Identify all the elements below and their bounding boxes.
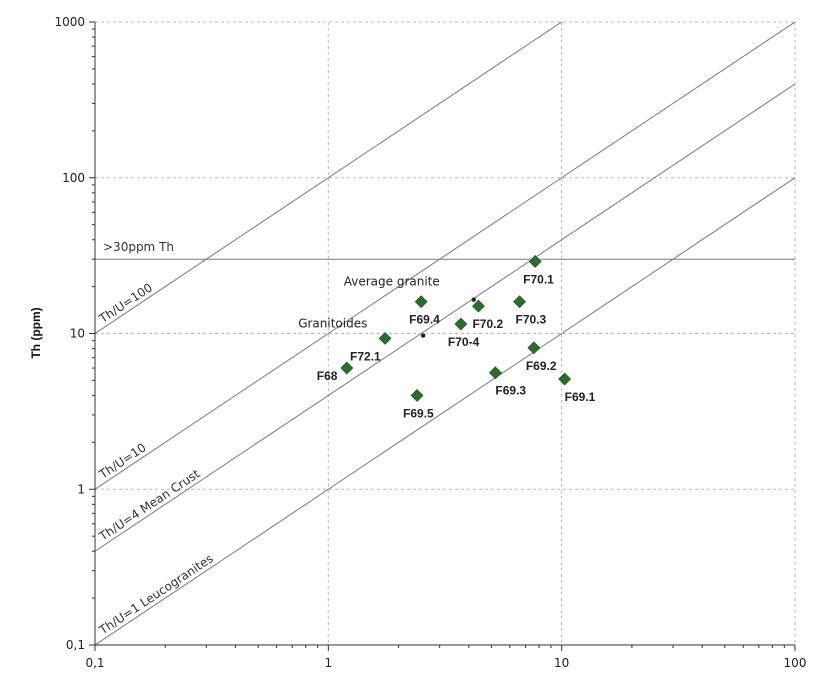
ratio-line <box>95 22 563 334</box>
threshold-label: >30ppm Th <box>103 240 174 254</box>
data-points: F70.1 F69.4 F70.2 F70.3 F70-4 F72.1 F69.2 F68 F6… <box>317 255 596 420</box>
annotation-label: Granitoides <box>298 317 367 331</box>
data-point-marker <box>528 255 542 268</box>
data-point-label: F70-4 <box>448 335 480 349</box>
y-tick-label: 10 <box>70 327 85 341</box>
y-tick-label: 0,1 <box>66 638 85 652</box>
data-point-marker <box>414 295 428 309</box>
data-point-marker <box>340 361 354 375</box>
reference-lines <box>95 22 795 645</box>
data-point-label: F70.1 <box>523 272 554 286</box>
data-point-marker <box>527 341 541 355</box>
annotation-marker <box>471 297 476 302</box>
data-point-label: F72.1 <box>350 349 381 363</box>
data-point-label: F69.5 <box>403 406 434 420</box>
data-point-marker <box>472 299 485 313</box>
data-point-label: F69.3 <box>495 384 526 398</box>
data-point-marker <box>410 389 424 402</box>
data-point-label: F70.3 <box>516 313 547 327</box>
grid <box>95 21 796 645</box>
annotation-label: Average granite <box>344 275 440 289</box>
y-tick-label: 1000 <box>54 15 85 29</box>
data-point-label: F69.4 <box>409 313 440 327</box>
annotation-marker <box>420 333 426 338</box>
data-point-marker <box>488 366 502 380</box>
data-point-marker <box>454 317 468 331</box>
y-axis-label: Th (ppm) <box>29 307 43 358</box>
data-point-label: F69.1 <box>565 390 596 404</box>
data-point-label: F70.2 <box>472 317 503 331</box>
data-point-label: F68 <box>317 369 338 383</box>
data-point-marker <box>513 295 526 309</box>
x-tick-label: 1 <box>325 656 333 670</box>
data-point-label: F69.2 <box>526 359 557 373</box>
ratio-line <box>95 83 795 552</box>
axes: 0,1 1 10 100 0,1 1 10 100 1000 <box>54 15 806 670</box>
ratio-line <box>95 177 795 645</box>
x-tick-label: 0,1 <box>85 656 104 670</box>
data-point-marker <box>558 372 572 386</box>
y-tick-label: 1 <box>77 482 85 496</box>
data-point-marker <box>378 331 392 345</box>
x-tick-label: 10 <box>554 656 569 670</box>
y-tick-label: 100 <box>62 171 85 185</box>
x-tick-label: 100 <box>784 656 807 670</box>
ratio-line <box>95 22 795 490</box>
